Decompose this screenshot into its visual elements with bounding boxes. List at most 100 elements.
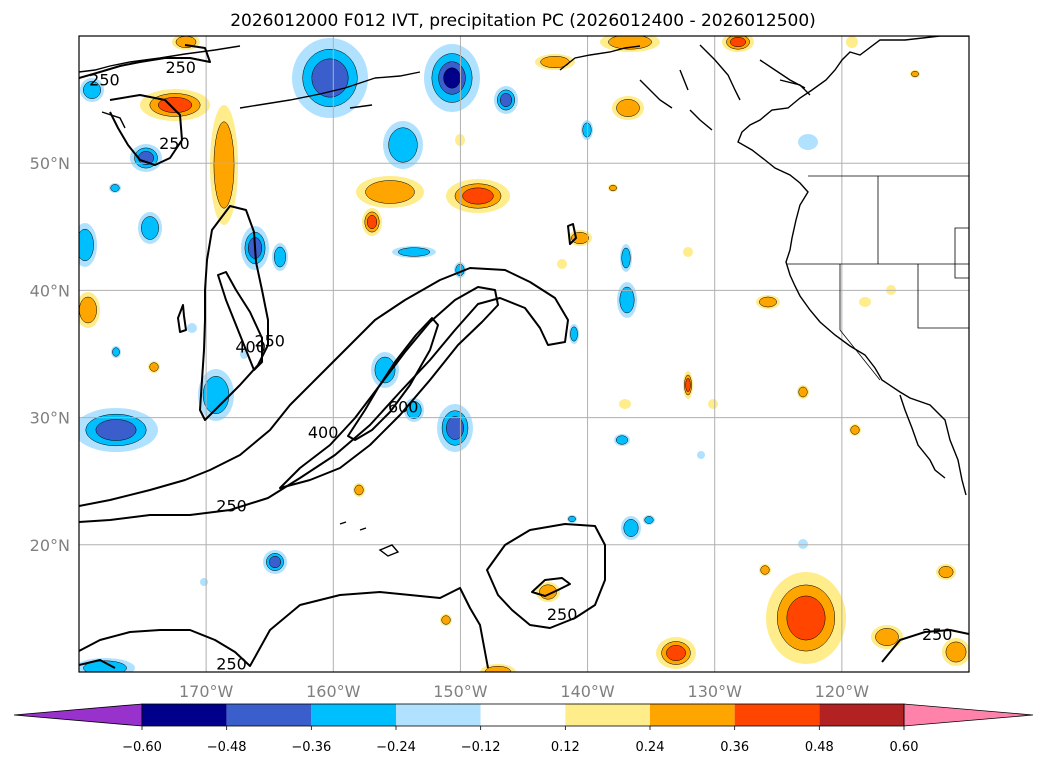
lon-tick-label: 160°W bbox=[306, 682, 361, 701]
precip-blob bbox=[871, 625, 903, 649]
precip-blob bbox=[797, 385, 809, 399]
ivt-contour-label: 250 bbox=[216, 654, 247, 673]
precipitation-fill-layer bbox=[79, 36, 969, 672]
lon-tick-label: 170°W bbox=[179, 682, 234, 701]
colorbar-segment bbox=[565, 704, 650, 726]
precip-blob bbox=[536, 582, 560, 602]
precip-blob bbox=[936, 564, 956, 580]
colorbar-frame bbox=[141, 703, 905, 727]
precip-blob bbox=[849, 424, 861, 436]
lat-tick-label: 50°N bbox=[30, 154, 70, 173]
map-frame bbox=[78, 35, 970, 673]
precip-blob bbox=[356, 176, 424, 208]
ivt-contour bbox=[79, 659, 116, 669]
precip-blob bbox=[109, 183, 121, 193]
colorbar-segment bbox=[311, 704, 396, 726]
state-border bbox=[839, 264, 881, 381]
colorbar-segment bbox=[734, 704, 820, 726]
coastline bbox=[339, 521, 347, 525]
precip-blob bbox=[440, 614, 452, 626]
precip-blob bbox=[643, 515, 655, 525]
precip-blob bbox=[200, 578, 208, 586]
coastline bbox=[699, 44, 741, 101]
precip-blob bbox=[708, 399, 718, 409]
precip-blob bbox=[942, 638, 969, 666]
state-border bbox=[954, 227, 969, 279]
coastline bbox=[689, 109, 713, 131]
colorbar-tick-label: 0.24 bbox=[636, 740, 665, 755]
ivt-contour bbox=[79, 587, 489, 669]
state-border bbox=[917, 264, 969, 329]
lat-tick-label: 30°N bbox=[30, 409, 70, 428]
precip-blob bbox=[392, 246, 436, 258]
colorbar-tick-label: 0.36 bbox=[720, 740, 749, 755]
precip-blob bbox=[187, 323, 197, 333]
precip-blob bbox=[437, 404, 473, 452]
chart-title: 2026012000 F012 IVT, precipitation PC (2… bbox=[230, 11, 816, 31]
coastline bbox=[679, 69, 689, 91]
precip-blob bbox=[621, 516, 641, 540]
coastline bbox=[349, 104, 373, 109]
ivt-contour bbox=[109, 94, 183, 166]
ivt-contour bbox=[279, 286, 499, 489]
precip-blob bbox=[846, 36, 858, 48]
ivt-contour bbox=[79, 267, 569, 523]
precip-blob bbox=[130, 144, 162, 172]
colorbar-extend-low bbox=[13, 703, 143, 727]
ivt-contour-layer bbox=[79, 44, 969, 669]
precip-blob bbox=[567, 515, 577, 523]
ivt-contour-label: 250 bbox=[922, 625, 953, 644]
lon-tick-label: 150°W bbox=[433, 682, 488, 701]
precip-blob bbox=[697, 451, 705, 459]
lon-tick-label: 130°W bbox=[688, 682, 743, 701]
precip-blob bbox=[683, 247, 693, 257]
precip-blob bbox=[140, 89, 210, 121]
colorbar-segment bbox=[142, 704, 227, 726]
coastline bbox=[101, 111, 126, 129]
precip-blob bbox=[263, 550, 287, 574]
precip-blob bbox=[798, 539, 808, 549]
ivt-contour-label: 600 bbox=[388, 397, 419, 416]
precip-blob bbox=[210, 105, 238, 225]
coastline bbox=[779, 79, 811, 96]
ivt-contour bbox=[217, 271, 263, 371]
ivt-contour bbox=[881, 629, 969, 663]
ivt-contour-label: 250 bbox=[165, 58, 196, 77]
precip-blob bbox=[79, 658, 135, 672]
colorbar-tick-label: −0.36 bbox=[291, 740, 331, 755]
colorbar-segment bbox=[396, 704, 481, 726]
ivt-contour bbox=[199, 205, 269, 421]
colorbar-tick-label: −0.24 bbox=[376, 740, 416, 755]
coastline bbox=[378, 544, 400, 557]
precip-blob bbox=[683, 371, 693, 399]
colorbar-tick-label: −0.12 bbox=[461, 740, 501, 755]
precip-blob bbox=[722, 36, 754, 52]
precip-blob bbox=[608, 184, 618, 192]
precip-blob bbox=[617, 282, 637, 318]
ivt-contour bbox=[486, 523, 606, 629]
precip-blob bbox=[353, 483, 365, 497]
colorbar: −0.60 −0.48 −0.36 −0.24 −0.12 0.12 0.24 0.36 0.4… bbox=[13, 703, 1034, 755]
coastline bbox=[374, 71, 421, 79]
precip-blob bbox=[612, 96, 644, 120]
precip-blob bbox=[656, 637, 696, 669]
ivt-contour-label: 250 bbox=[159, 134, 190, 153]
lon-tick-label: 120°W bbox=[815, 682, 870, 701]
coastline-layer bbox=[79, 36, 969, 557]
precip-blob bbox=[619, 399, 631, 409]
precip-blob bbox=[557, 259, 567, 269]
gridlines bbox=[79, 36, 969, 672]
ivt-contour bbox=[347, 317, 439, 441]
coastline bbox=[639, 79, 673, 109]
precip-blob bbox=[138, 212, 162, 244]
precip-blob bbox=[494, 86, 518, 114]
coastline bbox=[899, 394, 946, 479]
precip-blob bbox=[446, 179, 510, 213]
coastline bbox=[359, 527, 367, 531]
precip-blob bbox=[620, 244, 632, 272]
coastline bbox=[79, 45, 241, 73]
ivt-contour-label: 250 bbox=[216, 497, 247, 516]
lon-tick-label: 140°W bbox=[560, 682, 615, 701]
colorbar-tick-label: −0.48 bbox=[207, 740, 247, 755]
precip-blob bbox=[581, 120, 593, 140]
